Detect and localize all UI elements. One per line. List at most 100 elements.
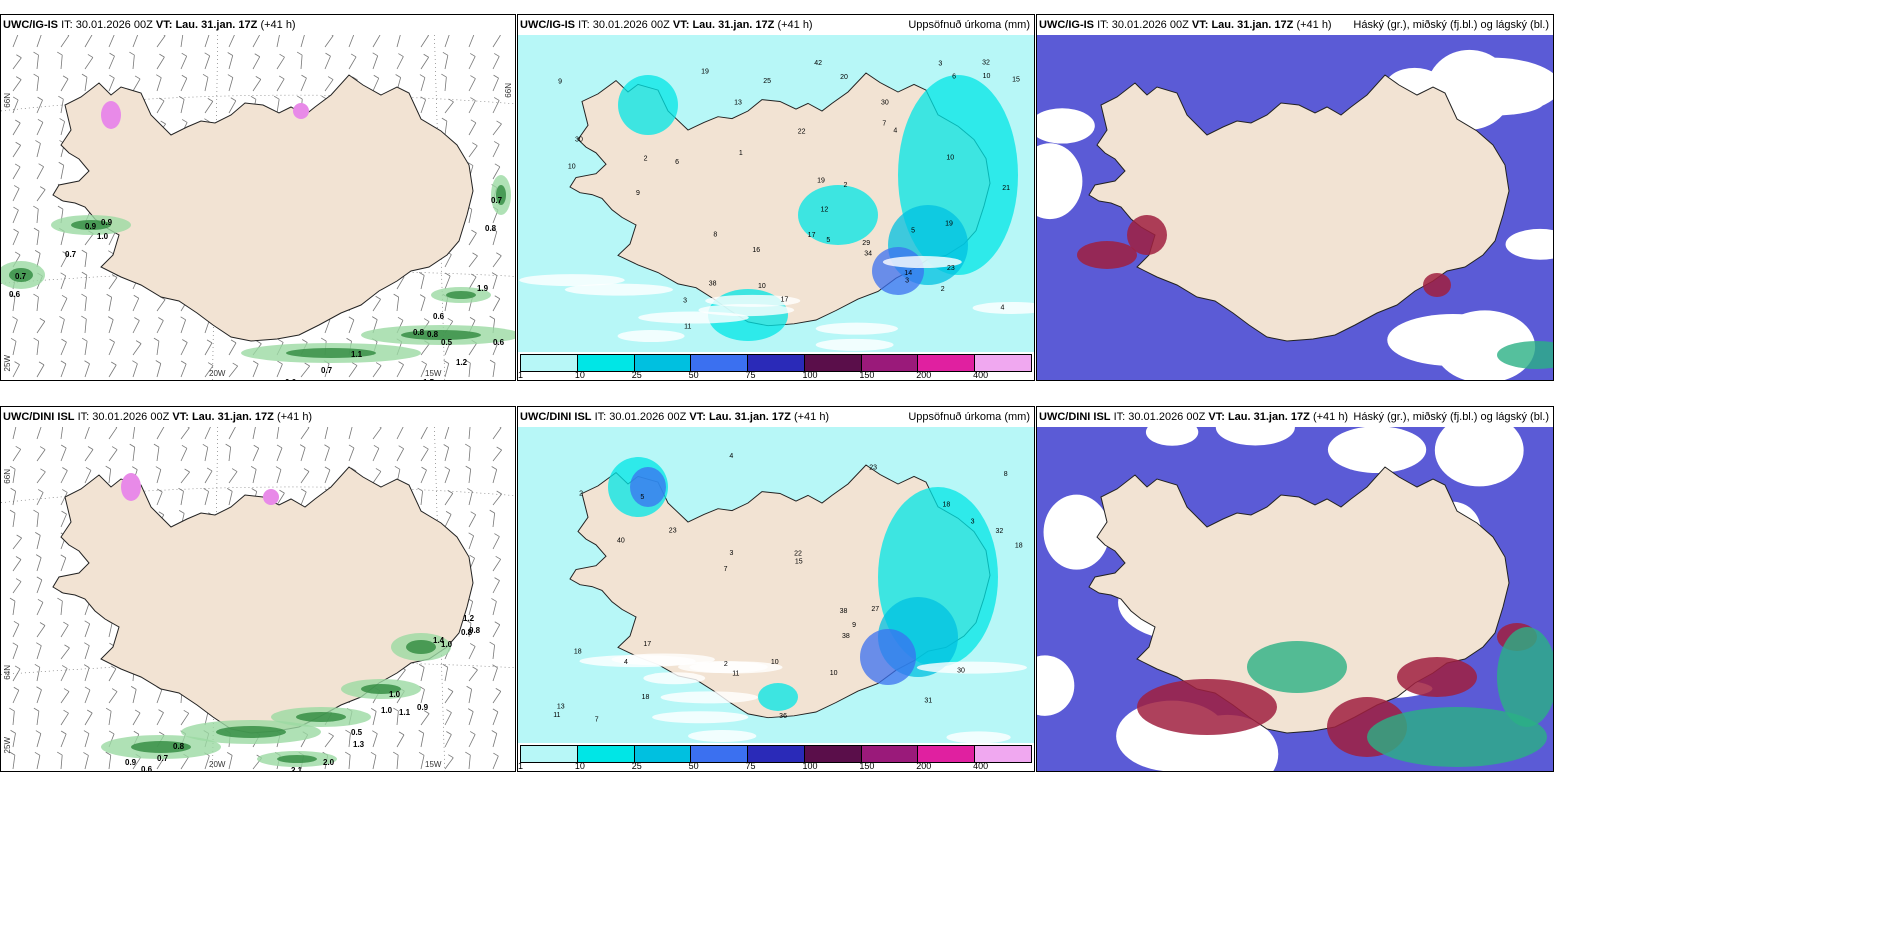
colorbar-tick-label: 100 — [802, 761, 818, 771]
precip-value: 3 — [730, 550, 734, 557]
gust-value: 0.8 — [485, 224, 497, 233]
gust-value: 1.1 — [399, 708, 411, 717]
precip-value: 38 — [840, 608, 848, 615]
precip-value: 18 — [943, 502, 951, 509]
panel-header: UWC/IG-IS IT: 30.01.2026 00Z VT: Lau. 31… — [3, 19, 296, 31]
colorbar-cell — [748, 355, 805, 371]
precip-map: 3106510145332492171334323038191042302129… — [518, 35, 1034, 354]
precip-value: 7 — [882, 121, 886, 128]
iceland-landmass — [1088, 74, 1510, 342]
gust-value: 0.5 — [441, 338, 453, 347]
gust-value: 1.0 — [389, 690, 401, 699]
gust-value: 0.9 — [101, 218, 113, 227]
high-cloud-patches — [1497, 341, 1553, 369]
gust-value: 0.7 — [321, 366, 333, 375]
lat-label-66n: 66N — [3, 93, 12, 108]
highland-patch — [121, 473, 141, 501]
gust-value: 0.7 — [491, 196, 503, 205]
precip-value: 38 — [842, 633, 850, 640]
precip-value: 17 — [781, 296, 789, 303]
panel-igis-precip: UWC/IG-IS IT: 30.01.2026 00Z VT: Lau. 31… — [517, 14, 1035, 381]
precip-value: 22 — [794, 551, 802, 558]
precip-value: 2 — [579, 490, 583, 497]
wind-map: 0.9 0.91.00.70.70.60.70.81.90.60.8 0.80.5 0… — [1, 35, 515, 380]
gust-value: 1.2 — [463, 614, 475, 623]
precip-value: 11 — [732, 671, 739, 678]
colorbar-cell — [804, 355, 862, 371]
gust-value: 2.1 — [291, 766, 303, 771]
precip-value: 19 — [701, 68, 709, 75]
gust-values: 1.20.80.81.41.01.01.0 1.10.90.51.30.80.70… — [121, 614, 481, 771]
precip-value: 14 — [904, 270, 912, 277]
gust-value: 1.1 — [351, 350, 363, 359]
panel-title: Háský (gr.), miðský (fj.bl.) og lágský (… — [1353, 411, 1549, 423]
gust-value: 0.8 — [427, 330, 439, 339]
colorbar-tick-label: 150 — [859, 370, 875, 380]
precip-value: 17 — [643, 641, 651, 648]
gust-value: 1.2 — [456, 358, 468, 367]
gust-areas — [1, 175, 515, 363]
precip-value: 23 — [669, 527, 677, 534]
precip-value: 9 — [852, 622, 856, 629]
lat-label-25w: 25W — [3, 737, 12, 754]
precip-value: 1 — [739, 150, 743, 157]
precip-value: 34 — [864, 250, 872, 257]
precip-value: 9 — [558, 78, 562, 85]
precip-value: 30 — [575, 136, 583, 143]
colorbar-ticks: 1 10 25 50 75 100 150 200 400 — [518, 370, 1032, 380]
gust-value: 1.9 — [477, 284, 489, 293]
precip-value: 3 — [971, 518, 975, 525]
lon-label-15w: 15W — [425, 760, 442, 769]
lon-label-15w: 15W — [425, 369, 442, 378]
colorbar-cell — [861, 355, 919, 371]
precip-value: 18 — [642, 694, 650, 701]
colorbar-ticks: 1 10 25 50 75 100 150 200 400 — [518, 761, 1032, 771]
colorbar-cell — [748, 746, 805, 762]
panel-igis-wind: UWC/IG-IS IT: 30.01.2026 00Z VT: Lau. 31… — [0, 14, 516, 381]
gust-value: 2.0 — [323, 758, 335, 767]
precip-value: 3 — [905, 278, 909, 285]
precip-value: 6 — [675, 159, 679, 166]
gust-value: 0.7 — [65, 250, 77, 259]
precip-value: 13 — [734, 100, 742, 107]
precip-value: 6 — [952, 74, 956, 81]
precip-value: 5 — [640, 494, 644, 501]
precip-value: 38 — [709, 280, 717, 287]
colorbar-cell — [804, 746, 862, 762]
precip-value: 8 — [1004, 471, 1008, 478]
colorbar-cell — [918, 746, 976, 762]
colorbar-tick-label: 1 — [518, 761, 524, 771]
colorbar-cell — [918, 355, 976, 371]
precip-value: 17 — [808, 232, 816, 239]
precip-value: 9 — [636, 190, 640, 197]
cloud-map — [1037, 427, 1553, 771]
colorbar-tick-label: 150 — [859, 761, 875, 771]
gust-values: 0.9 0.91.00.70.70.60.70.81.90.60.8 0.80.5 0… — [9, 196, 505, 380]
colorbar-tick-label: 400 — [973, 761, 989, 771]
colorbar: 1 10 25 50 75 100 150 200 400 — [518, 352, 1034, 380]
precip-value: 10 — [568, 164, 576, 171]
colorbar-tick-label: 200 — [916, 370, 932, 380]
precip-value: 5 — [826, 237, 830, 244]
precip-value: 20 — [840, 74, 848, 81]
gust-value: 0.6 — [493, 338, 505, 347]
panel-header: UWC/DINI ISL IT: 30.01.2026 00Z VT: Lau.… — [518, 407, 1034, 427]
colorbar-cell — [861, 746, 919, 762]
lon-label-20w: 20W — [209, 369, 226, 378]
precip-value: 29 — [862, 240, 870, 247]
precip-value: 21 — [1002, 185, 1010, 192]
highland-patch — [263, 489, 279, 505]
precip-values: 3106510145332492171334323038191042302129… — [558, 60, 1020, 331]
gust-value: 0.6 — [433, 312, 445, 321]
precip-value: 25 — [763, 78, 771, 85]
highland-patch — [101, 101, 121, 129]
colorbar-tick-label: 200 — [916, 761, 932, 771]
precip-value: 19 — [945, 220, 953, 227]
gust-value: 0.8 — [469, 626, 481, 635]
lat-label-25w: 25W — [3, 355, 12, 372]
gust-value: 0.9 — [417, 703, 429, 712]
panel-dini-cloud: UWC/DINI ISL IT: 30.01.2026 00Z VT: Lau.… — [1036, 406, 1554, 772]
colorbar-cell — [577, 355, 635, 371]
gust-value: 0.6 — [285, 378, 297, 380]
precip-value: 12 — [821, 207, 829, 214]
